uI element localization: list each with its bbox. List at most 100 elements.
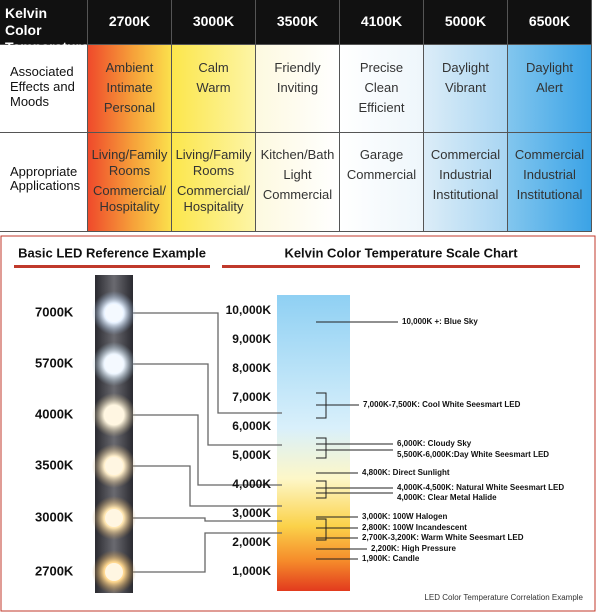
led-label: 2700K [35,563,74,578]
cell-text: Rooms [192,163,235,178]
led [105,355,123,373]
annotation: 7,000K-7,500K: Cool White Seesmart LED [363,400,521,409]
table-cell: Garage Commercial [340,133,424,232]
cell-text: Institutional [432,187,499,202]
cell-text: Personal [103,100,156,115]
table-cell: Kitchen/Bath Light Commercial [256,133,340,232]
table-cell: Daylight Vibrant [424,45,508,133]
header-cell: 3000K [172,0,256,45]
cell-text: Ambient [105,60,154,75]
cell-text: Alert [536,80,563,95]
table-cell: Commercial Industrial Institutional [508,133,592,232]
led-label: 3000K [35,509,74,524]
title-underline [222,265,580,268]
led-label: 5700K [35,355,74,370]
annotation: 1,900K: Candle [362,554,420,563]
led [105,509,123,527]
connector [133,465,282,507]
cell-text: Rooms [108,163,151,178]
cell-text: Commercial [262,187,333,202]
annotation: 2,700K-3,200K: Warm White Seesmart LED [362,533,524,542]
scale-tick-label: 1,000K [232,564,271,578]
cell-text: Light [283,167,312,182]
annotation: 6,000K: Cloudy Sky [397,439,472,448]
row-label-text: Effects and [10,79,75,94]
row-label: Appropriate Applications [0,133,88,232]
caption: LED Color Temperature Correlation Exampl… [424,593,583,602]
cell-text: Commercial/ [93,183,166,198]
table-cell: Friendly Inviting [256,45,340,133]
cell-text: Warm [196,80,231,95]
scale-tick-label: 7,000K [232,390,271,404]
annotation: 2,200K: High Pressure [371,544,456,553]
header-text: Kelvin Color Temperature [5,5,89,55]
header-cell: 4100K [340,0,424,45]
scale-chart: Basic LED Reference Example Kelvin Color… [0,235,596,612]
cell-text: Garage [359,147,404,162]
cell-text: Industrial [439,167,492,182]
table-cell: Living/Family Rooms Commercial/Hospitality [172,133,256,232]
header-text: 3000K [192,13,235,29]
scale-tick-label: 5,000K [232,448,271,462]
cell-text: Commercial [430,147,501,162]
cell-text: Living/Family [175,147,252,162]
cell-text: Clean [364,80,399,95]
scale-tick-label: 6,000K [232,419,271,433]
cell-text: Industrial [523,167,576,182]
bracket [316,518,327,541]
cell-text: Kitchen/Bath [260,147,335,162]
table-cell: Calm Warm [172,45,256,133]
cell-text: Vibrant [445,80,486,95]
row-label-text: Applications [10,178,81,193]
bracket [316,437,327,459]
cell-text: Daylight [442,60,489,75]
cell-text: Daylight [526,60,573,75]
led [105,406,123,424]
title-underline [14,265,210,268]
cell-text: Commercial [346,167,417,182]
header-cell: Kelvin Color Temperature [0,0,89,55]
led-label: 7000K [35,304,74,319]
row-label-text: Appropriate [10,164,78,179]
row-label-text: Moods [10,94,50,109]
header-cell: 6500K [508,0,592,45]
annotation: 4,000K-4,500K: Natural White Seesmart LE… [397,483,564,492]
led-label: 3500K [35,457,74,472]
annotation: 10,000K +: Blue Sky [402,317,478,326]
scale-tick-label: 10,000K [226,303,272,317]
color-bar [277,295,350,591]
cell-text: Hospitality [99,199,160,214]
led-label: 4000K [35,406,74,421]
annotation: 2,800K: 100W Incandescent [362,523,467,532]
annotation: 5,500K-6,000K:Day White Seesmart LED [397,450,549,459]
reference-title: Basic LED Reference Example [18,245,206,260]
annotation: 4,000K: Clear Metal Halide [397,493,497,502]
annotation: 3,000K: 100W Halogen [362,512,447,521]
cell-text: Commercial/ [177,183,250,198]
bracket [316,392,327,419]
frame [0,235,596,612]
scale-title: Kelvin Color Temperature Scale Chart [284,245,518,260]
cell-text: Friendly [274,60,321,75]
cell-text: Inviting [276,80,319,95]
header-text: 6500K [528,13,571,29]
connector [133,517,282,522]
cell-text: Efficient [358,100,405,115]
annotation: 4,800K: Direct Sunlight [362,468,450,477]
cell-text: Institutional [516,187,583,202]
row-label: Associated Effects and Moods [0,45,88,133]
led [105,457,123,475]
header-text: 2700K [108,13,151,29]
bracket [316,480,327,499]
cell-text: Precise [359,60,404,75]
header-text: 3500K [276,13,319,29]
scale-tick-label: 3,000K [232,506,271,520]
cell-text: Hospitality [183,199,244,214]
header-text: 5000K [444,13,487,29]
table-cell: Commercial Industrial Institutional [424,133,508,232]
header-cell: 5000K [424,0,508,45]
header-cell: 3500K [256,0,340,45]
table-cell: Ambient Intimate Personal [88,45,172,133]
connector [133,363,282,446]
